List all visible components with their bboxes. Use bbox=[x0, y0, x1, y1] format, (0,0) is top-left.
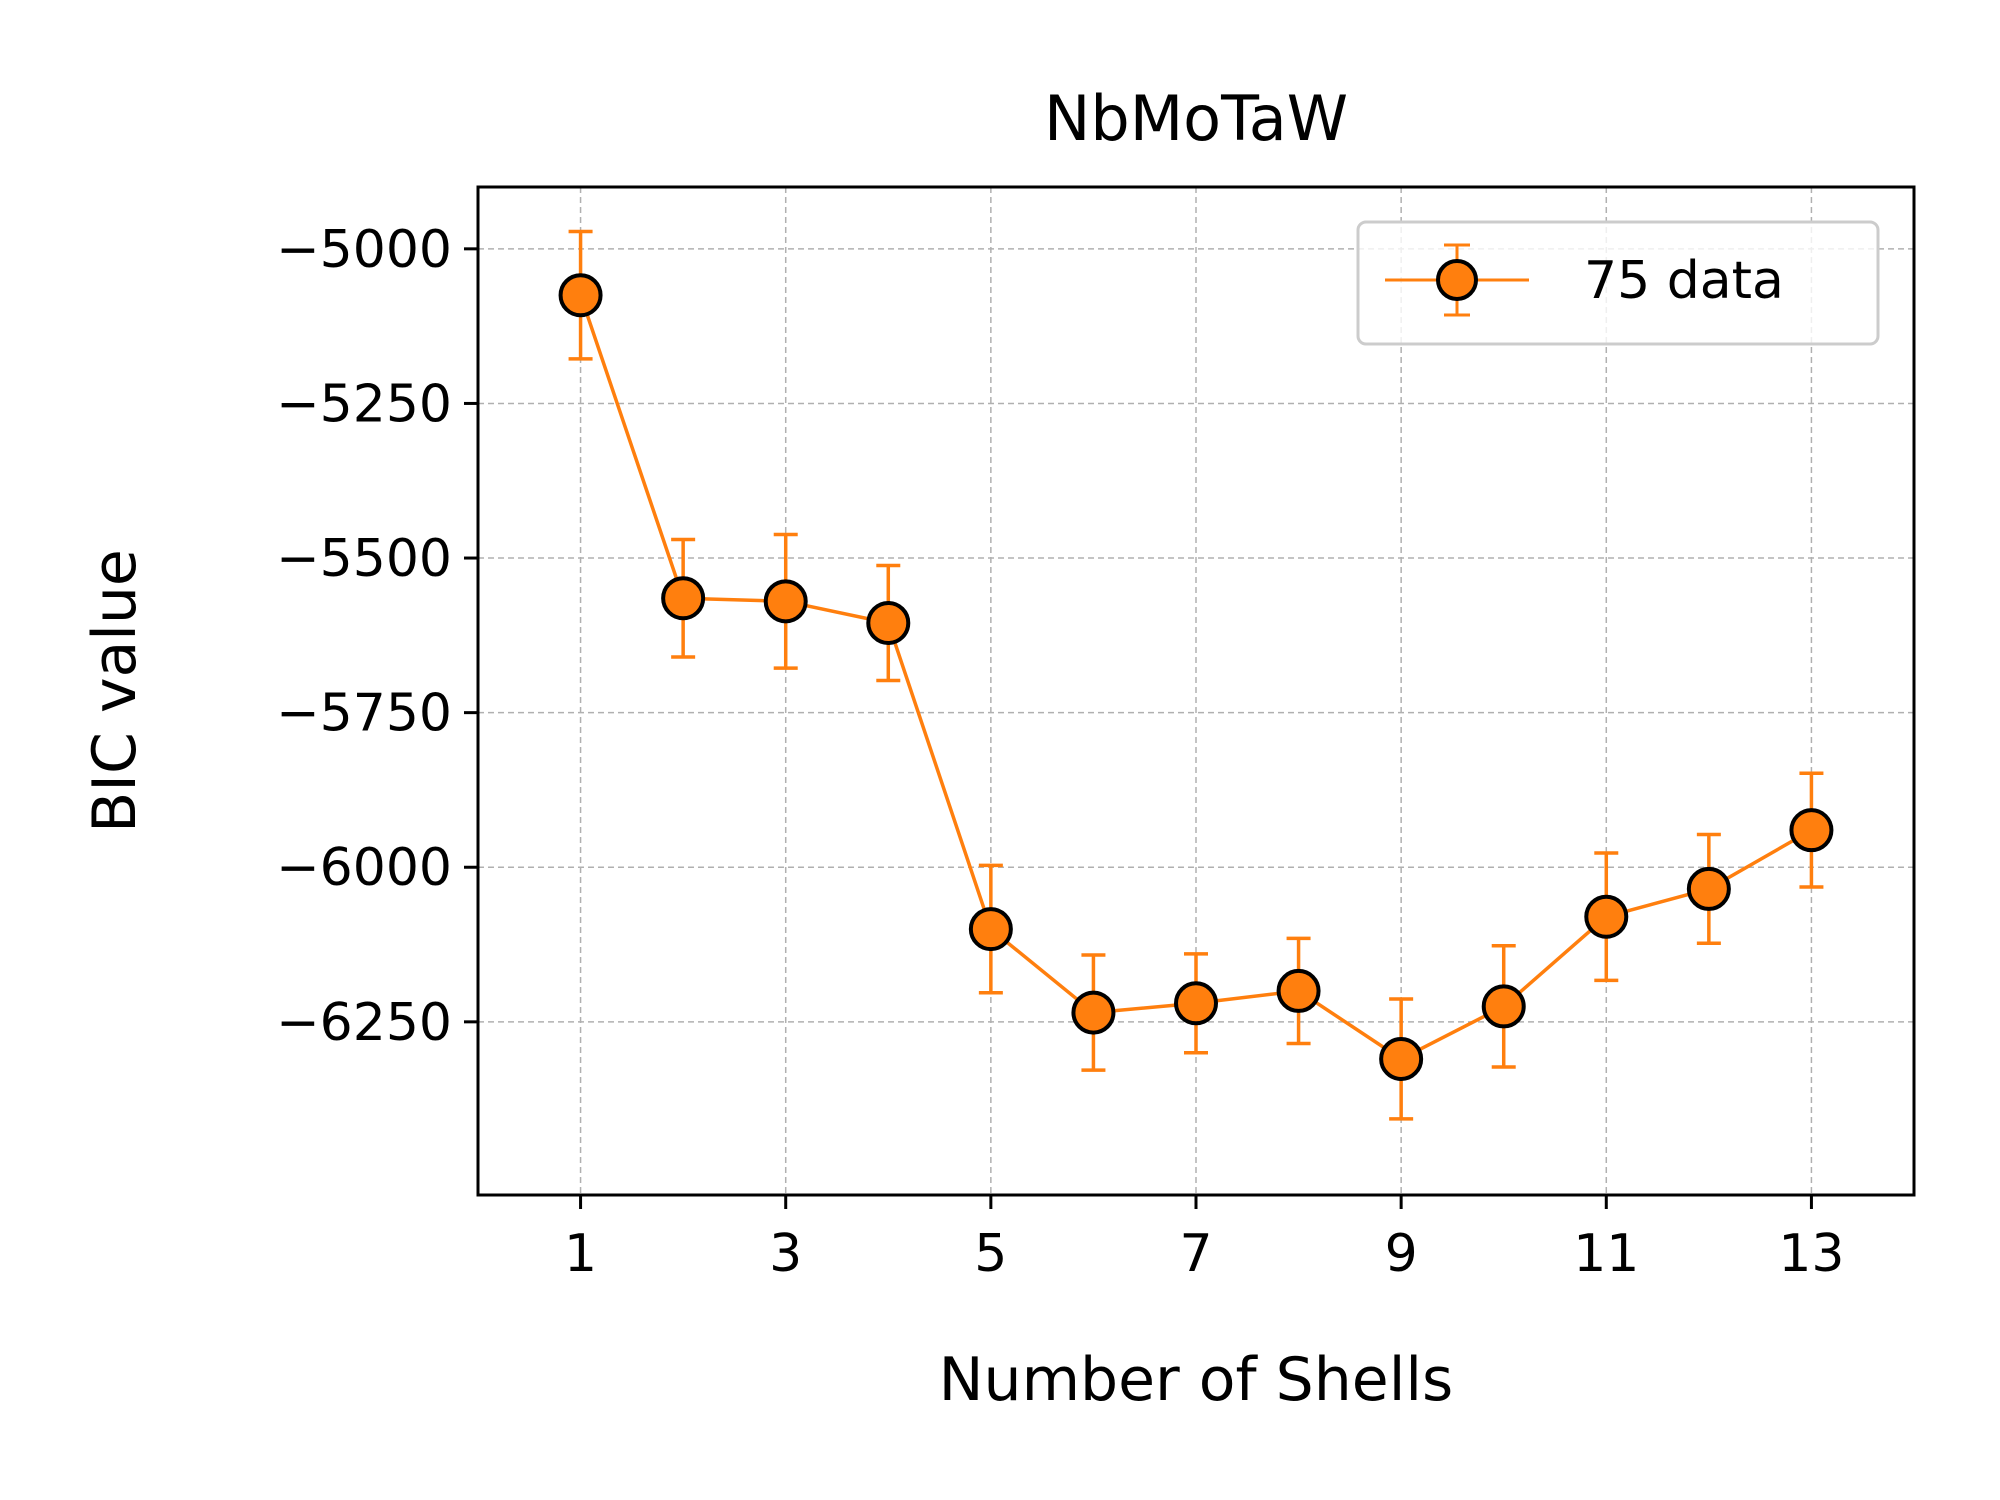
axis-ticks: 1 3 5 7 9 11 13−5000−5250−5500−5750−6000−6250 bbox=[276, 220, 1844, 1284]
data-point bbox=[1276, 968, 1321, 1013]
x-tick-label: 5 bbox=[974, 1224, 1007, 1284]
data-point bbox=[1481, 984, 1526, 1029]
y-tick-label: −6250 bbox=[276, 993, 452, 1053]
data-point bbox=[1789, 808, 1834, 853]
data-point bbox=[1379, 1036, 1424, 1081]
data-point bbox=[1686, 866, 1731, 911]
series-75-data bbox=[558, 229, 1834, 1121]
y-tick-label: −5500 bbox=[276, 529, 452, 589]
data-point bbox=[1174, 981, 1218, 1026]
legend-marker bbox=[1436, 259, 1478, 301]
x-tick-label: 7 bbox=[1179, 1224, 1212, 1284]
legend-box bbox=[1356, 220, 1880, 346]
x-tick-label: 1 bbox=[564, 1224, 597, 1284]
data-point bbox=[866, 600, 911, 645]
y-tick-label: −6000 bbox=[276, 838, 452, 898]
chart-title: NbMoTaW bbox=[1044, 82, 1348, 155]
x-tick-label: 9 bbox=[1385, 1224, 1418, 1284]
y-tick-label: −5000 bbox=[276, 220, 452, 280]
x-tick-label: 3 bbox=[769, 1224, 802, 1284]
data-point bbox=[1584, 894, 1629, 939]
x-axis-title: Number of Shells bbox=[939, 1345, 1454, 1415]
legend: 75 data bbox=[1356, 220, 1880, 346]
data-point bbox=[1071, 990, 1116, 1035]
x-tick-label: 11 bbox=[1573, 1224, 1639, 1284]
data-point bbox=[763, 579, 808, 624]
legend-label: 75 data bbox=[1584, 251, 1784, 311]
data-point bbox=[558, 273, 603, 318]
x-tick-label: 13 bbox=[1778, 1224, 1844, 1284]
y-tick-label: −5250 bbox=[276, 374, 452, 434]
y-axis-title: BIC value bbox=[80, 549, 150, 833]
y-tick-label: −5750 bbox=[276, 684, 452, 744]
data-point bbox=[661, 576, 706, 621]
data-point bbox=[968, 907, 1013, 952]
